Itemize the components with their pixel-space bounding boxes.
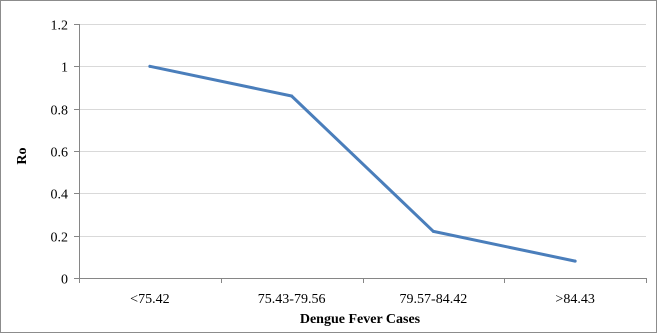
- axes: [74, 24, 647, 283]
- y-axis-title: Ro: [15, 147, 30, 164]
- x-tick-label: 75.43-79.56: [258, 292, 326, 307]
- data-point: [573, 259, 577, 263]
- y-tick-label: 0: [61, 273, 68, 288]
- x-axis-title: Dengue Fever Cases: [300, 312, 421, 327]
- x-tick-label: <75.42: [130, 292, 169, 307]
- y-tick-label: 1.2: [51, 19, 69, 34]
- y-tick-label: 0.6: [51, 146, 69, 161]
- y-tick-label: 0.8: [51, 104, 69, 119]
- y-tick-label: 0.2: [51, 231, 69, 246]
- y-tick-label: 0.4: [51, 188, 69, 203]
- series-line: [148, 64, 577, 263]
- series-layer: [148, 64, 577, 263]
- data-point: [148, 64, 152, 68]
- gridlines: [79, 24, 646, 237]
- x-tick-labels: <75.42 75.43-79.56 79.57-84.42 >84.43: [130, 292, 595, 307]
- x-tick-label: 79.57-84.42: [400, 292, 468, 307]
- data-point: [431, 229, 435, 233]
- x-tick-label: >84.43: [555, 292, 594, 307]
- data-point: [290, 94, 294, 98]
- y-tick-label: 1: [61, 61, 68, 76]
- y-tick-labels: 0 0.2 0.4 0.6 0.8 1 1.2: [51, 19, 69, 288]
